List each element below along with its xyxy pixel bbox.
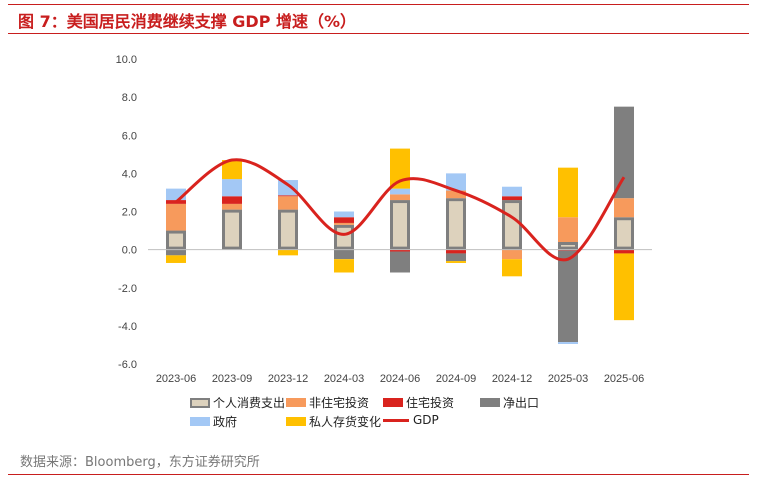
bar-housing [446,249,466,254]
legend-item-nonres: 非住宅投资 [286,394,369,411]
legend-item-consumption: 个人消费支出 [190,394,285,411]
bar-government [334,211,354,218]
source-note: 数据来源：Bloomberg，东方证券研究所 [20,455,260,470]
bar-nonres [166,203,186,231]
legend-swatch-consumption [190,397,210,408]
y-tick-label: 6.0 [122,130,137,142]
y-tick-label: 4.0 [122,168,137,180]
x-tick-label: 2024-06 [380,373,420,385]
bar-nonres [222,203,242,210]
y-tick-label: 2.0 [122,207,137,219]
y-tick-label: -4.0 [118,321,137,333]
figure-title: 图 7：美国居民消费继续支撑 GDP 增速（%） [18,12,357,31]
bar-government [390,188,410,195]
y-tick-label: 10.0 [116,54,137,66]
bar-inventory [614,253,634,321]
bar-nonres [446,190,466,199]
bar-housing [222,196,242,204]
y-tick-label: -2.0 [118,283,137,295]
legend-label-government: 政府 [213,415,238,429]
stacked-bar-chart: 10.0 8.0 6.0 4.0 2.0 0.0 -2.0 -4.0 -6.0 2023-06 20… [116,54,652,385]
bar-government [502,186,522,197]
bar-nonres [558,217,578,242]
bar-housing [614,249,634,254]
legend-swatch-housing [383,398,403,407]
bar-inventory [446,261,466,263]
x-tick-label: 2023-09 [212,373,252,385]
bar-consumption [614,217,634,250]
bar-inventory [502,259,522,277]
bar-nonres [334,222,354,225]
bar-nonres [390,194,410,201]
legend-swatch-government [190,417,210,426]
y-tick-label: 0.0 [122,245,137,257]
bar-inventory [278,249,298,256]
bar-netexports [558,250,578,343]
bar-netexports [446,253,466,262]
legend-swatch-inventory [286,417,306,426]
legend-label-consumption: 个人消费支出 [213,396,286,410]
legend-swatch-netexports [480,398,500,407]
bar-consumption [278,209,298,250]
legend-label-nonres: 非住宅投资 [309,396,370,410]
legend-label-inventory: 私人存货变化 [309,415,382,429]
legend-label-netexports: 净出口 [503,396,540,410]
bar-consumption [222,209,242,250]
legend-swatch-nonres [286,398,306,407]
bottom-rule [8,474,749,475]
bar-nonres [278,196,298,210]
bar-netexports [334,249,354,260]
legend-item-inventory: 私人存货变化 [286,413,381,430]
bar-inventory [334,259,354,273]
legend-label-housing: 住宅投资 [406,396,455,410]
bar-inventory [166,255,186,263]
bar-consumption [558,242,578,250]
title-rule [8,33,749,34]
x-tick-label: 2024-12 [492,373,532,385]
y-tick-label: 8.0 [122,92,137,104]
y-tick-label: -6.0 [118,359,137,371]
x-tick-label: 2023-12 [268,373,308,385]
legend-swatch-gdp [383,418,409,422]
bar-netexports [390,251,410,273]
bar-nonres [502,249,522,260]
bar-nonres [614,198,634,218]
x-tick-label: 2023-06 [156,373,196,385]
legend-label-gdp: GDP [413,413,439,427]
x-tick-label: 2025-06 [604,373,644,385]
x-tick-label: 2024-09 [436,373,476,385]
bar-government [166,188,186,201]
top-rule [8,4,749,5]
gdp-line [175,158,626,262]
bar-government [446,173,466,191]
bar-consumption [390,200,410,250]
bar-housing [502,196,522,201]
legend-item-government: 政府 [190,413,237,430]
x-tick-label: 2024-03 [324,373,364,385]
bar-housing [390,249,410,252]
bar-consumption [502,200,522,250]
legend-item-housing: 住宅投资 [383,394,454,411]
legend-item-gdp: GDP [383,413,439,427]
bar-netexports [166,249,186,256]
bar-netexports [614,106,634,199]
bar-housing [334,217,354,223]
bar-consumption [446,198,466,250]
bar-government [222,179,242,197]
legend-item-netexports: 净出口 [480,394,539,411]
bar-government [278,180,298,196]
bar-consumption [166,230,186,250]
bar-consumption [334,224,354,250]
bar-inventory [558,167,578,218]
bar-inventory [222,160,242,180]
x-tick-label: 2025-03 [548,373,588,385]
bar-housing [278,195,298,197]
bar-government [558,342,578,344]
